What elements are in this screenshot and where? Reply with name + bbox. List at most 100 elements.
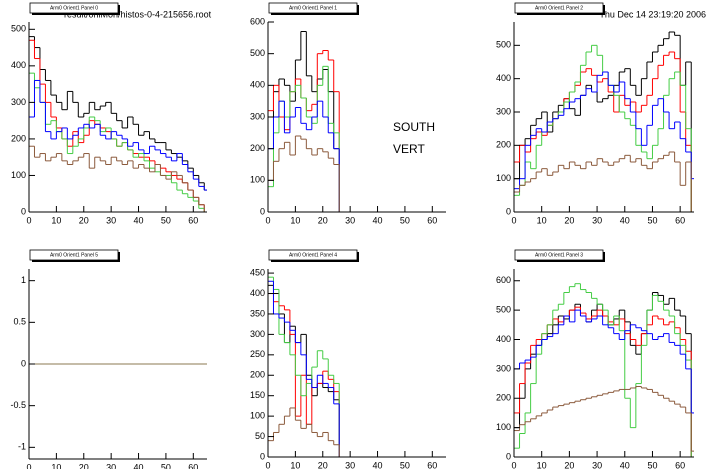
- x-tick-label: 50: [400, 460, 410, 469]
- x-tick-label: 40: [620, 460, 630, 469]
- x-tick-label: 60: [427, 215, 437, 225]
- x-tick-label: 30: [106, 462, 116, 469]
- title-box: [29, 249, 119, 261]
- x-tick-label: 30: [345, 215, 355, 225]
- y-tick-label: 200: [496, 393, 511, 403]
- y-tick-label: 200: [250, 370, 265, 380]
- y-tick-label: 200: [496, 140, 511, 150]
- panel-title: Arm0 Orient1 Panel 0: [50, 5, 98, 11]
- x-tick-label: 30: [592, 460, 602, 469]
- label: SOUTH: [393, 120, 435, 134]
- y-tick-label: 250: [250, 349, 265, 359]
- x-tick-label: 0: [511, 460, 516, 469]
- x-tick-label: 50: [161, 462, 171, 469]
- y-tick-label: -0.5: [10, 400, 26, 410]
- y-tick-label: 100: [496, 422, 511, 432]
- title-box: [514, 249, 604, 261]
- y-tick-label: 300: [250, 329, 265, 339]
- y-tick-label: 100: [250, 175, 265, 185]
- y-tick-label: 100: [496, 173, 511, 183]
- y-tick-label: 0: [260, 451, 265, 461]
- y-tick-label: 100: [11, 170, 26, 180]
- y-tick-label: 400: [496, 73, 511, 83]
- y-tick-label: -1: [18, 442, 26, 452]
- x-tick-label: 10: [290, 215, 300, 225]
- label: VERT: [393, 142, 425, 156]
- x-tick-label: 30: [106, 215, 116, 225]
- y-tick-label: 400: [11, 60, 26, 70]
- x-tick-label: 10: [537, 215, 547, 225]
- x-tick-label: 60: [188, 215, 198, 225]
- x-tick-label: 60: [675, 460, 685, 469]
- title-box: [268, 2, 358, 14]
- y-tick-label: 500: [496, 40, 511, 50]
- x-tick-label: 40: [134, 215, 144, 225]
- x-tick-label: 10: [51, 215, 61, 225]
- x-tick-label: 60: [188, 462, 198, 469]
- title-box: [514, 2, 604, 14]
- date: Thu Dec 14 23:19:20 2006: [599, 9, 706, 19]
- x-tick-label: 0: [265, 460, 270, 469]
- x-tick-label: 0: [26, 462, 31, 469]
- panel-title: Arm0 Orient1 Panel 2: [535, 5, 583, 11]
- panel-title: Arm0 Orient1 Panel 1: [289, 5, 337, 11]
- x-tick-label: 0: [265, 215, 270, 225]
- y-tick-label: 0.5: [13, 317, 26, 327]
- x-tick-label: 20: [79, 215, 89, 225]
- y-tick-label: 300: [250, 111, 265, 121]
- x-tick-label: 20: [564, 215, 574, 225]
- y-tick-label: 200: [11, 133, 26, 143]
- x-tick-label: 30: [592, 215, 602, 225]
- y-tick-label: 300: [496, 363, 511, 373]
- x-tick-label: 50: [161, 215, 171, 225]
- x-tick-label: 20: [318, 460, 328, 469]
- y-tick-label: 500: [11, 24, 26, 34]
- y-tick-label: 600: [496, 275, 511, 285]
- x-tick-label: 40: [134, 462, 144, 469]
- title-box: [268, 249, 358, 261]
- x-tick-label: 10: [537, 460, 547, 469]
- x-tick-label: 30: [345, 460, 355, 469]
- x-tick-label: 0: [26, 215, 31, 225]
- y-tick-label: 0: [506, 206, 511, 216]
- panel-title: Arm0 Orient1 Panel 3: [535, 252, 583, 258]
- x-tick-label: 10: [290, 460, 300, 469]
- y-tick-label: 0: [21, 206, 26, 216]
- x-tick-label: 60: [427, 460, 437, 469]
- y-tick-label: 400: [250, 288, 265, 298]
- x-tick-label: 40: [373, 215, 383, 225]
- panel-title: Arm0 Orient1 Panel 4: [289, 252, 337, 258]
- y-tick-label: 400: [496, 334, 511, 344]
- y-tick-label: 500: [496, 305, 511, 315]
- y-tick-label: 0: [21, 358, 26, 368]
- file-name: result/onlMon/histos-0-4-215656.root: [64, 9, 212, 19]
- y-tick-label: 100: [250, 411, 265, 421]
- y-tick-label: 400: [250, 80, 265, 90]
- panel-title: Arm0 Orient1 Panel 5: [50, 252, 98, 258]
- y-tick-label: 600: [250, 16, 265, 26]
- x-tick-label: 20: [318, 215, 328, 225]
- y-tick-label: 500: [250, 48, 265, 58]
- y-tick-label: 300: [496, 106, 511, 116]
- x-tick-label: 10: [51, 462, 61, 469]
- y-tick-label: 450: [250, 267, 265, 277]
- x-tick-label: 50: [400, 215, 410, 225]
- y-tick-label: 0: [260, 206, 265, 216]
- y-tick-label: 300: [11, 97, 26, 107]
- x-tick-label: 40: [373, 460, 383, 469]
- x-tick-label: 40: [620, 215, 630, 225]
- y-tick-label: 1: [21, 275, 26, 285]
- x-tick-label: 50: [647, 460, 657, 469]
- x-tick-label: 20: [564, 460, 574, 469]
- x-tick-label: 50: [647, 215, 657, 225]
- y-tick-label: 350: [250, 308, 265, 318]
- y-tick-label: 50: [255, 431, 265, 441]
- x-tick-label: 0: [511, 215, 516, 225]
- title-box: [29, 2, 119, 14]
- y-tick-label: 150: [250, 390, 265, 400]
- y-tick-label: 200: [250, 143, 265, 153]
- x-tick-label: 60: [675, 215, 685, 225]
